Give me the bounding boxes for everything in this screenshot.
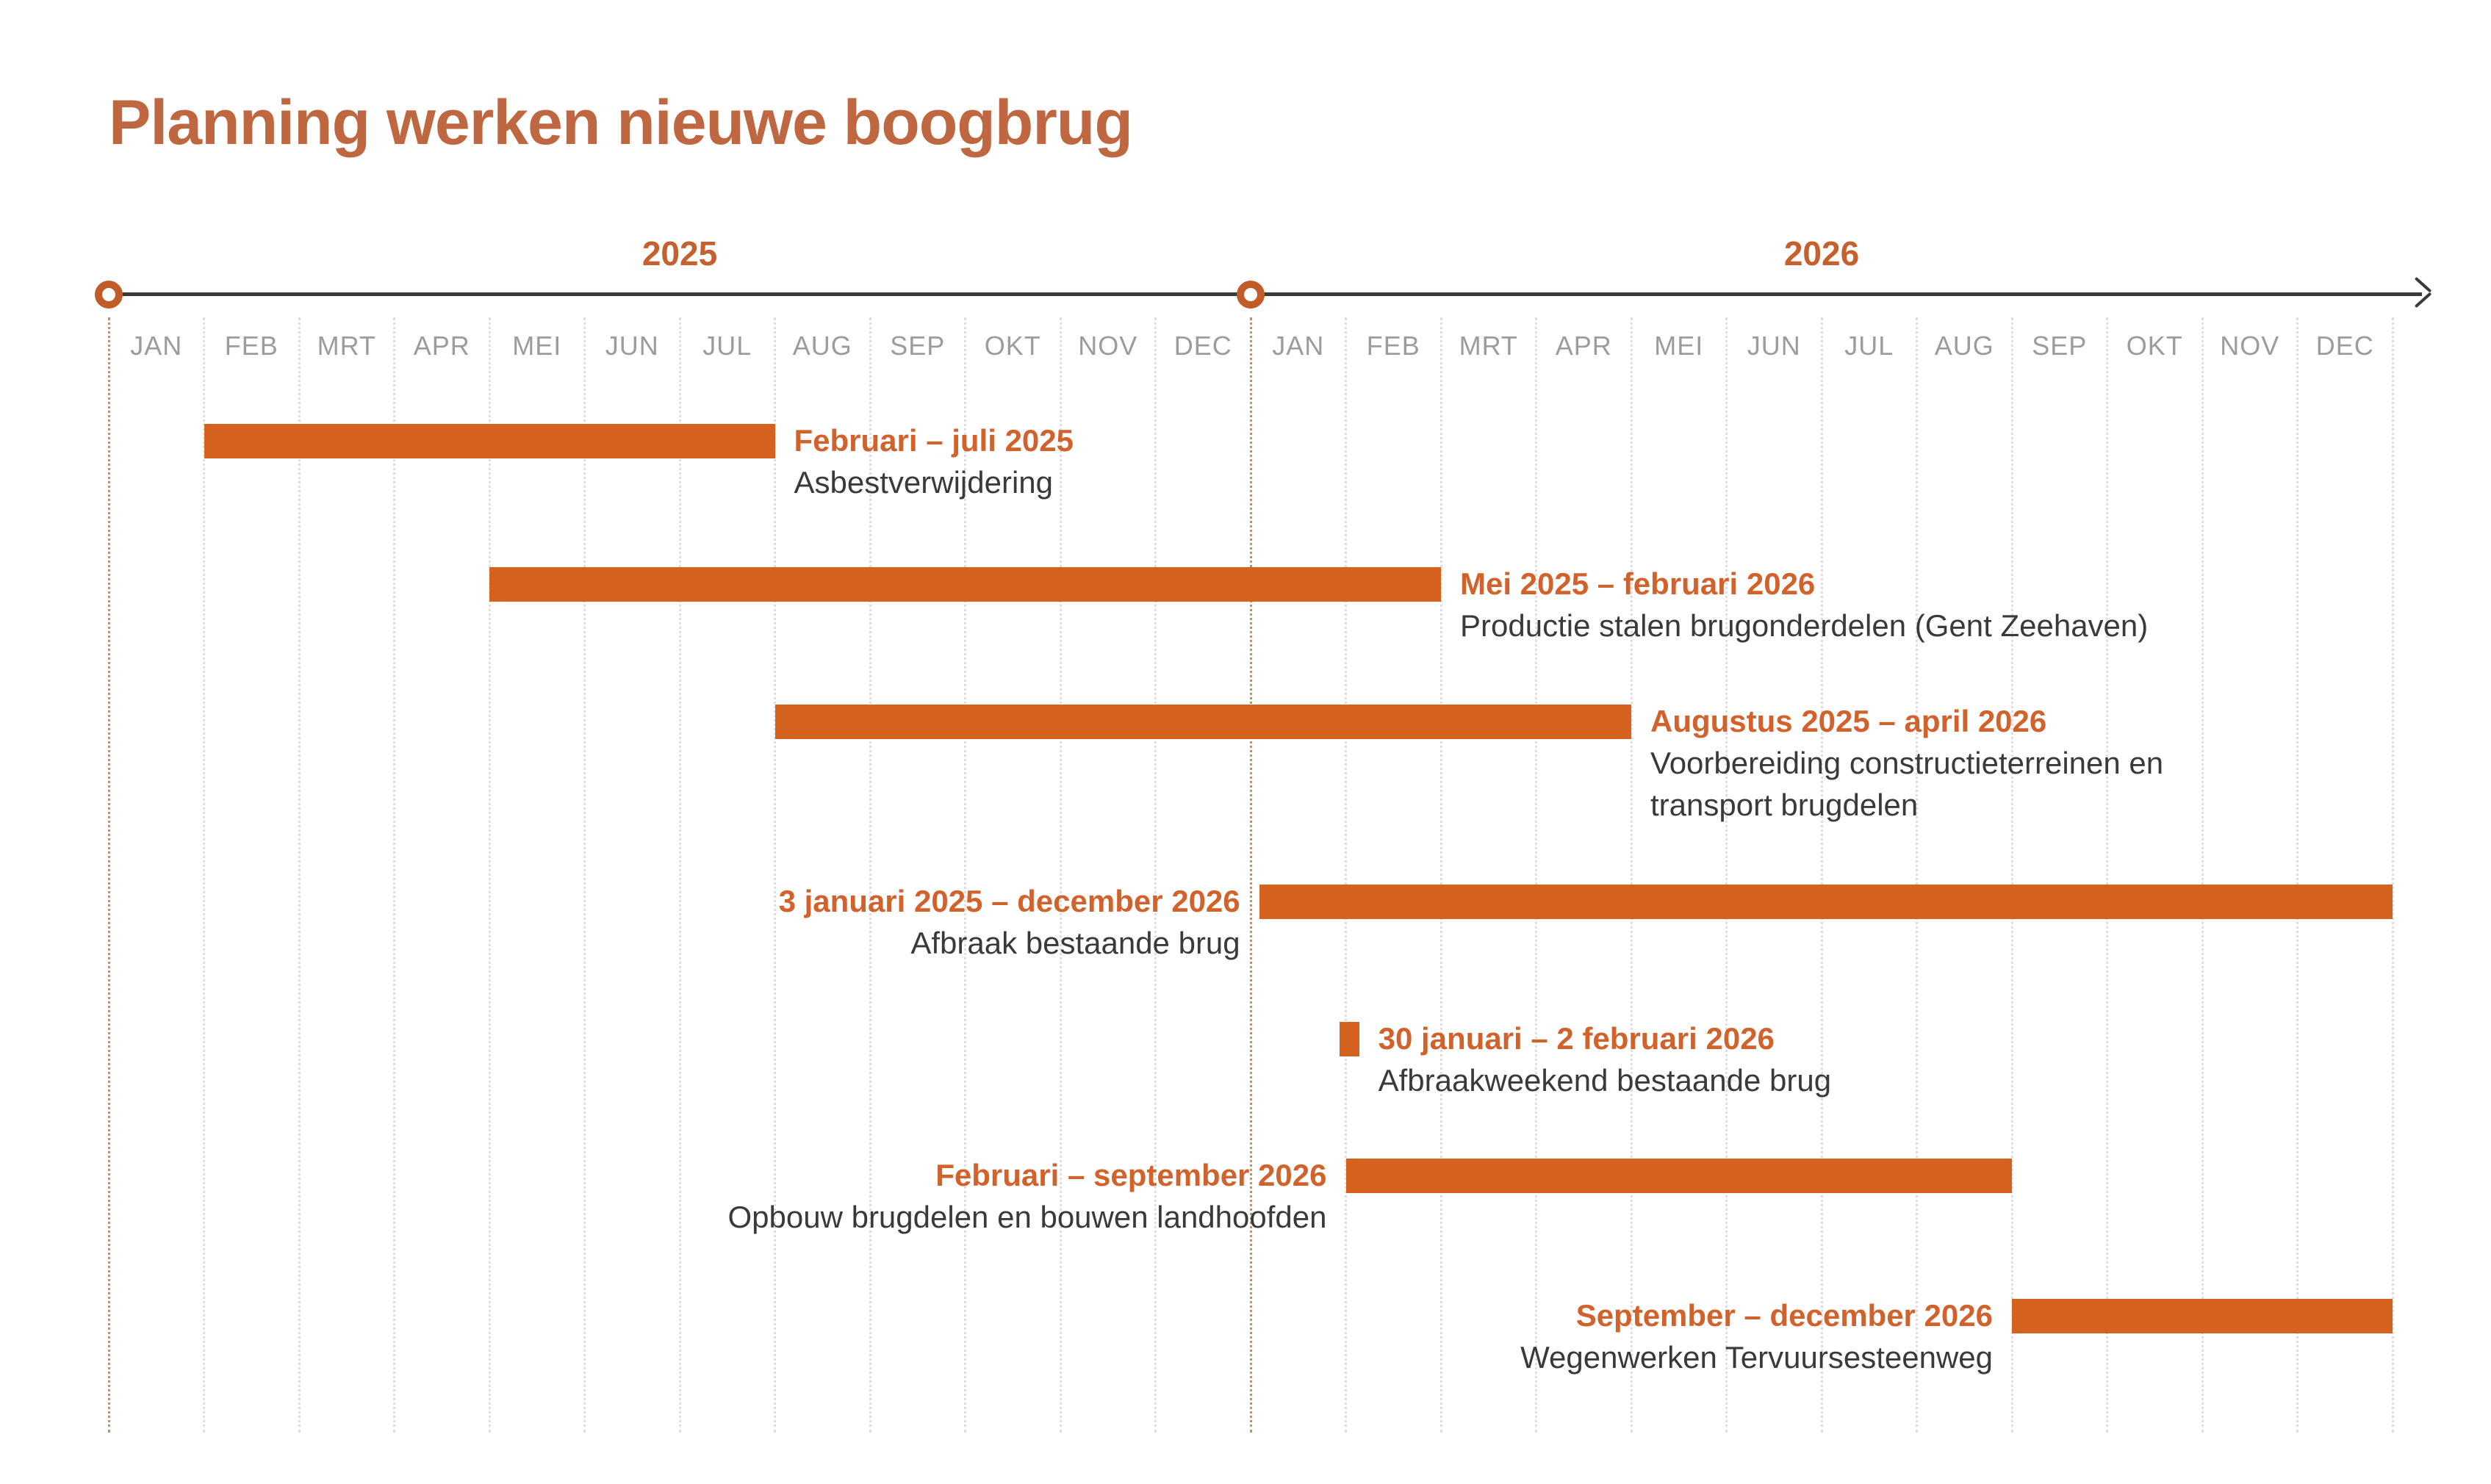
task-description: Opbouw brugdelen en bouwen landhoofden xyxy=(727,1200,1327,1234)
task-label: Mei 2025 – februari 2026 Productie stalen… xyxy=(1460,563,2148,646)
task-period: Augustus 2025 – april 2026 xyxy=(1650,704,2047,738)
task-bar xyxy=(774,705,1631,739)
month-label: MRT xyxy=(317,331,376,361)
task-bar xyxy=(489,567,1441,602)
month-label: OKT xyxy=(2126,331,2183,361)
month-gridline xyxy=(393,317,395,1433)
month-gridline xyxy=(774,317,776,1433)
page-title: Planning werken nieuwe boogbrug xyxy=(109,87,1133,158)
year-marker-circle xyxy=(1237,280,1265,309)
month-gridline xyxy=(2296,317,2298,1433)
month-gridline xyxy=(203,317,205,1433)
month-gridline xyxy=(869,317,871,1433)
month-label: JAN xyxy=(1272,331,1325,361)
task-bar xyxy=(1259,885,2393,919)
task-bar xyxy=(1345,1159,2012,1193)
task-label: Februari – juli 2025 Asbestverwijdering xyxy=(794,419,1074,503)
month-label: SEP xyxy=(890,331,946,361)
month-label: MEI xyxy=(512,331,562,361)
year-gridline xyxy=(107,317,110,1433)
month-label: AUG xyxy=(1934,331,1994,361)
year-gridline xyxy=(1249,317,1252,1433)
task-description: Voorbereiding constructieterreinen en tr… xyxy=(1650,746,2164,822)
month-gridline xyxy=(1630,317,1633,1433)
year-label: 2026 xyxy=(1783,234,1860,273)
task-label: Augustus 2025 – april 2026 Voorbereiding … xyxy=(1650,700,2163,826)
task-bar xyxy=(1340,1022,1359,1056)
task-description: Productie stalen brugonderdelen (Gent Ze… xyxy=(1460,608,2149,643)
task-period: Februari – juli 2025 xyxy=(794,423,1074,458)
task-label: Februari – september 2026 Opbouw brugdele… xyxy=(727,1154,1326,1238)
month-label: JAN xyxy=(130,331,183,361)
month-label: FEB xyxy=(1366,331,1420,361)
month-gridline xyxy=(1535,317,1537,1433)
month-label: DEC xyxy=(1173,331,1232,361)
year-label: 2025 xyxy=(641,234,718,273)
year-marker-circle xyxy=(95,280,123,309)
task-period: Mei 2025 – februari 2026 xyxy=(1460,566,1816,601)
task-description: Asbestverwijdering xyxy=(794,465,1054,500)
month-gridline xyxy=(1916,317,1918,1433)
month-gridline xyxy=(2106,317,2108,1433)
task-period: September – december 2026 xyxy=(1575,1298,1993,1333)
month-gridline xyxy=(964,317,966,1433)
month-gridline xyxy=(1154,317,1157,1433)
axis-arrow-icon xyxy=(2414,276,2432,293)
month-label: MEI xyxy=(1654,331,1704,361)
month-label: JUL xyxy=(702,331,752,361)
month-label: JUN xyxy=(1747,331,1801,361)
month-gridline xyxy=(1439,317,1442,1433)
month-gridline xyxy=(2201,317,2204,1433)
month-label: APR xyxy=(1555,331,1612,361)
month-gridline xyxy=(1059,317,1062,1433)
task-label: 30 januari – 2 februari 2026 Afbraakweeke… xyxy=(1379,1017,1831,1101)
month-label: SEP xyxy=(2032,331,2088,361)
month-gridline xyxy=(2010,317,2013,1433)
task-label: 3 januari 2025 – december 2026 Afbraak be… xyxy=(779,880,1240,964)
task-period: 30 januari – 2 februari 2026 xyxy=(1378,1021,1775,1056)
task-label: September – december 2026 Wegenwerken Ter… xyxy=(1520,1294,1993,1378)
task-period: 3 januari 2025 – december 2026 xyxy=(778,884,1240,918)
month-label: JUN xyxy=(605,331,659,361)
task-description: Wegenwerken Tervuursesteenweg xyxy=(1520,1340,1993,1375)
task-description: Afbraak bestaande brug xyxy=(910,926,1240,960)
month-gridline xyxy=(1725,317,1728,1433)
month-label: MRT xyxy=(1459,331,1518,361)
month-gridline xyxy=(583,317,586,1433)
month-gridline xyxy=(1820,317,1823,1433)
axis-line xyxy=(109,292,2422,296)
task-description: Afbraakweekend bestaande brug xyxy=(1378,1063,1832,1098)
task-bar xyxy=(2012,1299,2393,1333)
month-label: FEB xyxy=(224,331,278,361)
task-period: Februari – september 2026 xyxy=(935,1158,1327,1192)
month-label: APR xyxy=(413,331,470,361)
task-bar xyxy=(204,424,775,458)
month-label: JUL xyxy=(1844,331,1894,361)
month-gridline xyxy=(2391,317,2394,1433)
month-label: AUG xyxy=(792,331,852,361)
month-gridline xyxy=(298,317,301,1433)
month-label: DEC xyxy=(2315,331,2374,361)
month-label: OKT xyxy=(984,331,1041,361)
month-gridline xyxy=(678,317,681,1433)
month-label: NOV xyxy=(2220,331,2280,361)
month-gridline xyxy=(1345,317,1347,1433)
month-gridline xyxy=(488,317,491,1433)
month-label: NOV xyxy=(1078,331,1138,361)
